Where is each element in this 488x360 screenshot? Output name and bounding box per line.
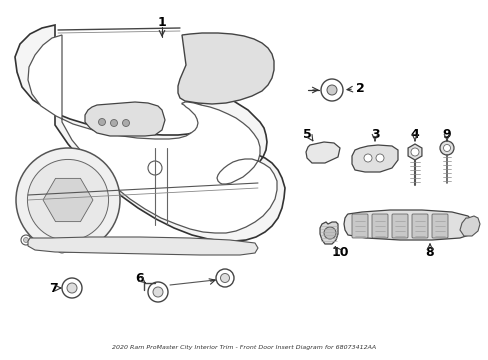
Circle shape: [215, 240, 224, 250]
FancyBboxPatch shape: [411, 214, 427, 238]
Polygon shape: [15, 25, 285, 241]
Circle shape: [98, 118, 105, 126]
Circle shape: [16, 148, 120, 252]
Text: 3: 3: [370, 129, 379, 141]
Text: 6: 6: [135, 271, 144, 284]
Circle shape: [122, 120, 129, 126]
Circle shape: [410, 148, 418, 156]
Circle shape: [57, 243, 67, 253]
Polygon shape: [407, 144, 421, 160]
Circle shape: [21, 235, 31, 245]
Circle shape: [375, 154, 383, 162]
Circle shape: [324, 227, 335, 239]
Text: 7: 7: [49, 282, 58, 294]
Text: 2: 2: [355, 81, 364, 94]
Text: 5: 5: [302, 129, 311, 141]
Text: 8: 8: [425, 246, 433, 258]
Circle shape: [148, 161, 162, 175]
Circle shape: [153, 287, 163, 297]
Polygon shape: [43, 179, 93, 222]
Circle shape: [62, 278, 82, 298]
Polygon shape: [351, 145, 397, 172]
Text: 9: 9: [442, 129, 450, 141]
FancyBboxPatch shape: [431, 214, 447, 238]
Polygon shape: [28, 237, 258, 255]
Text: 10: 10: [330, 246, 348, 258]
Text: 4: 4: [410, 129, 419, 141]
Polygon shape: [28, 35, 276, 233]
Circle shape: [27, 159, 108, 240]
Circle shape: [443, 144, 449, 152]
Polygon shape: [319, 222, 337, 244]
Text: 1: 1: [157, 15, 166, 28]
Circle shape: [110, 120, 117, 126]
Circle shape: [67, 283, 77, 293]
Circle shape: [148, 282, 168, 302]
FancyBboxPatch shape: [351, 214, 367, 238]
Circle shape: [60, 246, 64, 250]
FancyBboxPatch shape: [371, 214, 387, 238]
Polygon shape: [459, 216, 479, 236]
Circle shape: [216, 269, 234, 287]
Circle shape: [220, 274, 229, 283]
Polygon shape: [85, 102, 164, 136]
Circle shape: [23, 238, 28, 243]
FancyBboxPatch shape: [391, 214, 407, 238]
Circle shape: [320, 79, 342, 101]
Circle shape: [326, 85, 336, 95]
Text: 2020 Ram ProMaster City Interior Trim - Front Door Insert Diagram for 68073412AA: 2020 Ram ProMaster City Interior Trim - …: [112, 346, 375, 351]
Polygon shape: [305, 142, 339, 163]
Polygon shape: [178, 33, 273, 104]
Circle shape: [363, 154, 371, 162]
Circle shape: [439, 141, 453, 155]
Circle shape: [217, 243, 222, 248]
Polygon shape: [343, 210, 475, 240]
